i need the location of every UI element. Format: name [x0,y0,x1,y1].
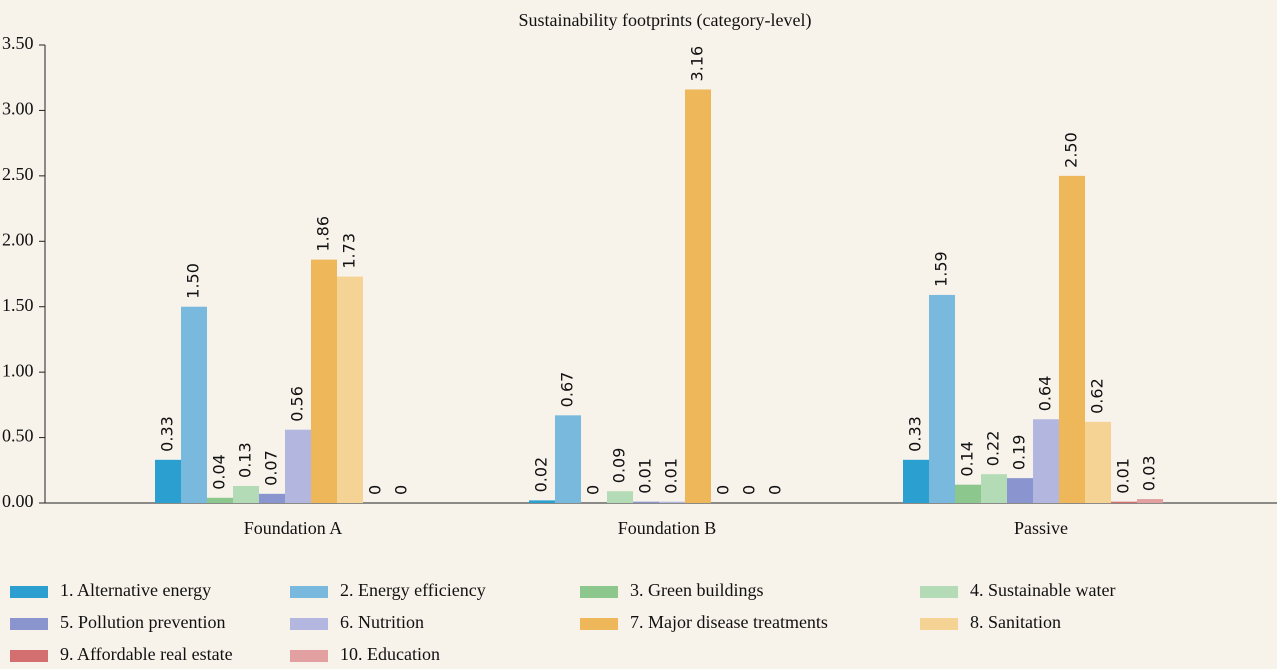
legend-label: 9. Affordable real estate [60,644,233,664]
value-label: 1.86 [314,216,333,252]
value-label: 0.14 [958,441,977,477]
value-label: 0.03 [1140,455,1159,491]
legend-label: 2. Energy efficiency [340,580,486,600]
legend-swatch [290,618,328,630]
legend-swatch [10,586,48,598]
legend-label: 5. Pollution prevention [60,612,226,632]
legend-swatch [10,618,48,630]
value-label: 0.22 [984,431,1003,467]
value-label: 0.67 [558,372,577,408]
bar [529,500,555,503]
bar [1111,501,1137,503]
y-tick-label: 3.00 [2,99,34,119]
bar [685,89,711,504]
value-label: 0.33 [906,416,925,452]
value-label: 1.73 [340,233,359,269]
bar [633,501,659,503]
bar [903,459,929,503]
value-label: 3.16 [688,46,707,82]
legend-label: 3. Green buildings [630,580,763,600]
value-label: 0.19 [1010,435,1029,471]
value-label: 2.50 [1062,132,1081,168]
value-label: 0.01 [1114,458,1133,494]
legend-label: 7. Major disease treatments [630,612,828,632]
bar [285,429,311,503]
y-tick-label: 2.00 [2,229,34,249]
legend-swatch [580,586,618,598]
y-tick-label: 3.50 [2,33,34,53]
legend-label: 6. Nutrition [340,612,424,632]
bar [311,259,337,503]
value-label: 1.50 [184,263,203,299]
legend-swatch [580,618,618,630]
bar [207,497,233,503]
bar [337,276,363,503]
value-label: 0.09 [610,448,629,484]
bar [155,459,181,503]
value-label: 0.01 [662,458,681,494]
legend-label: 8. Sanitation [970,612,1061,632]
bar [929,294,955,503]
legend-label: 10. Education [340,644,440,664]
legend-swatch [290,650,328,662]
value-label: 0 [392,485,411,495]
value-label: 0 [366,485,385,495]
bar [1007,478,1033,503]
y-tick-label: 2.50 [2,164,34,184]
y-tick-label: 1.00 [2,360,34,380]
x-tick-label: Foundation A [244,518,343,538]
y-tick-label: 1.50 [2,295,34,315]
y-tick-label: 0.00 [2,491,34,511]
legend-swatch [10,650,48,662]
value-label: 0 [584,485,603,495]
bar [555,415,581,503]
legend-swatch [920,618,958,630]
value-label: 0.56 [288,386,307,422]
bar [233,485,259,503]
legend-label: 4. Sustainable water [970,580,1115,600]
legend-swatch [290,586,328,598]
bar [1033,419,1059,503]
value-label: 0 [766,485,785,495]
bar [607,491,633,503]
bar [1137,499,1163,503]
bar [981,474,1007,503]
x-tick-label: Foundation B [618,518,717,538]
legend-swatch [920,586,958,598]
bar [1059,175,1085,503]
value-label: 1.59 [932,251,951,287]
chart-title: Sustainability footprints (category-leve… [519,10,812,31]
value-label: 0.07 [262,450,281,486]
value-label: 0.33 [158,416,177,452]
value-label: 0.13 [236,442,255,478]
value-label: 0.62 [1088,378,1107,414]
value-label: 0 [740,485,759,495]
legend-label: 1. Alternative energy [60,580,211,600]
value-label: 0 [714,485,733,495]
bar [181,306,207,503]
y-tick-label: 0.50 [2,426,34,446]
x-tick-label: Passive [1014,518,1068,538]
bar [259,493,285,503]
value-label: 0.64 [1036,376,1055,412]
bar [659,501,685,503]
bar [1085,421,1111,503]
value-label: 0.01 [636,458,655,494]
value-label: 0.02 [532,457,551,493]
value-label: 0.04 [210,454,229,490]
bar [955,484,981,503]
